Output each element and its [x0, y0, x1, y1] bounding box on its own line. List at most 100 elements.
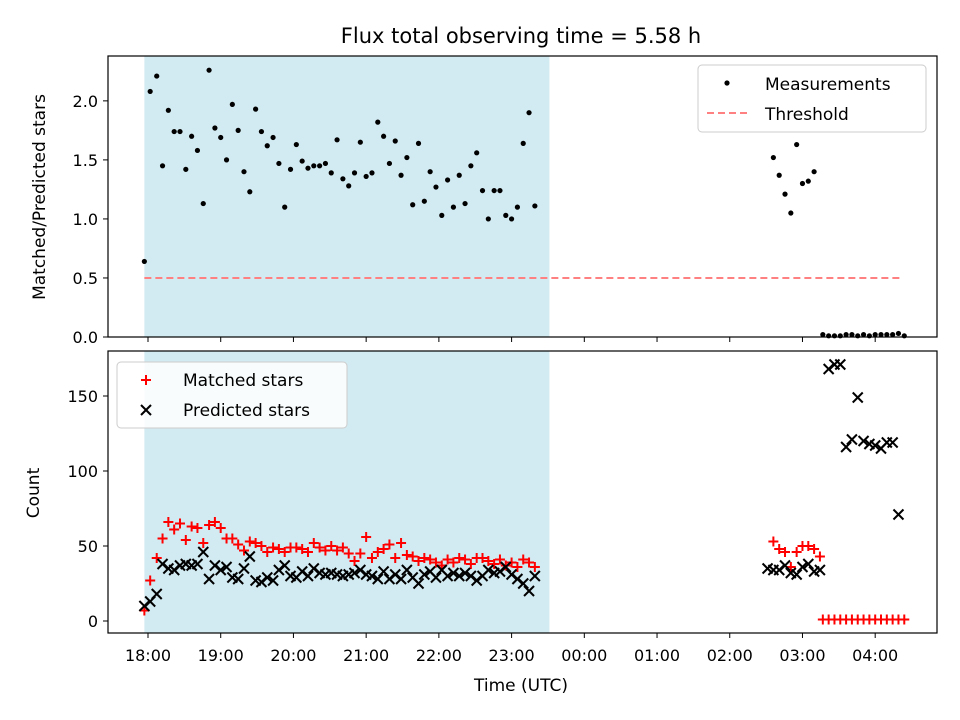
top-data-point — [860, 332, 867, 338]
top-data-point — [514, 204, 521, 210]
top-data-point — [820, 332, 826, 338]
bottom-legend: Matched stars Predicted stars — [116, 361, 348, 429]
bottom-plot-area: 0 50 100 150 18:00 19:00 20:00 21:00 22:00 23:00 0… — [67, 350, 938, 665]
bottom-data-point-b — [360, 568, 372, 581]
bottom-data-point — [809, 544, 820, 554]
bottom-data-point-b — [785, 567, 797, 579]
bottom-data-point-b — [840, 441, 852, 453]
top-data-point — [479, 187, 486, 194]
bottom-y-tick-label: 100 — [67, 462, 98, 481]
legend-predicted-marker — [140, 404, 152, 416]
bottom-data-point — [430, 571, 442, 584]
top-data-point — [497, 187, 503, 194]
bottom-data-point — [518, 554, 529, 565]
bottom-data-point-b — [331, 568, 343, 581]
bottom-data-point — [430, 557, 441, 568]
bottom-data-point-b — [857, 435, 870, 447]
bottom-data-point-b — [465, 570, 477, 582]
top-shaded-region — [144, 56, 550, 337]
bottom-data-point — [261, 571, 273, 584]
bottom-series-0 — [139, 517, 910, 625]
bottom-y-axis-label: Count — [24, 467, 44, 518]
legend-measurements-marker — [724, 80, 730, 86]
bottom-data-point — [302, 547, 313, 557]
bottom-x-tick-label: 03:00 — [779, 646, 825, 665]
bottom-data-point — [192, 523, 203, 533]
bottom-x-tick-label: 20:00 — [270, 646, 316, 665]
bottom-data-point — [465, 559, 476, 569]
bottom-data-point — [157, 533, 168, 544]
legend-matched-label: Matched stars — [183, 371, 303, 391]
top-data-point — [381, 133, 387, 139]
bottom-data-point — [384, 539, 395, 550]
bottom-data-point — [273, 544, 284, 554]
bottom-data-point — [343, 548, 354, 559]
top-data-point — [287, 166, 294, 172]
bottom-data-point — [314, 542, 325, 553]
top-data-point — [346, 183, 352, 189]
top-data-point — [369, 170, 375, 176]
bottom-axes-frame — [107, 350, 938, 634]
bottom-data-point — [477, 553, 488, 563]
bottom-data-point — [377, 565, 390, 578]
bottom-data-point-b — [892, 508, 905, 521]
top-data-point — [253, 106, 259, 112]
top-data-point — [311, 163, 317, 169]
top-y-tick-label: 1.5 — [73, 151, 98, 170]
bottom-data-point-b — [511, 573, 524, 585]
top-data-point — [462, 200, 468, 207]
bottom-data-point-b — [389, 568, 401, 581]
bottom-data-point — [215, 523, 226, 533]
bottom-data-point-b — [886, 436, 899, 449]
bottom-data-point — [441, 570, 454, 582]
bottom-data-point — [361, 532, 372, 542]
top-data-point — [386, 160, 393, 167]
bottom-data-point-b — [151, 588, 163, 600]
bottom-data-point — [198, 538, 209, 548]
bottom-data-point-b — [156, 558, 169, 570]
bottom-data-point — [349, 556, 360, 566]
bottom-data-point — [396, 538, 407, 548]
top-data-point — [293, 141, 299, 148]
x-axis-label: Time (UTC) — [473, 676, 568, 696]
bottom-y-tick-label: 50 — [78, 537, 98, 556]
bottom-x-tick-label: 21:00 — [343, 646, 389, 665]
bottom-data-point — [506, 557, 517, 568]
top-data-point — [508, 216, 515, 222]
bottom-x-tick-label: 01:00 — [634, 646, 680, 665]
bottom-data-point — [169, 524, 180, 535]
top-data-point — [317, 163, 323, 169]
bottom-data-point — [802, 558, 814, 570]
top-data-point — [305, 165, 311, 171]
top-data-point — [439, 212, 445, 218]
bottom-data-point — [220, 561, 233, 573]
top-data-point — [831, 333, 838, 339]
bottom-data-point-b — [834, 358, 846, 371]
top-data-point — [351, 170, 358, 176]
top-data-point — [165, 107, 171, 113]
top-data-point — [433, 184, 439, 190]
bottom-data-point — [459, 567, 471, 579]
top-panel: Flux total observing time = 5.58 h 0.00.… — [30, 24, 938, 347]
bottom-data-point — [524, 557, 535, 568]
top-data-point — [805, 178, 811, 184]
bottom-data-point-b — [284, 570, 297, 582]
top-data-point — [811, 169, 817, 175]
bottom-data-point-b — [226, 571, 239, 584]
bottom-x-tick-label: 04:00 — [852, 646, 898, 665]
bottom-data-point — [523, 585, 535, 597]
bottom-data-point-b — [279, 559, 291, 572]
top-data-point — [159, 163, 166, 169]
bottom-data-point-b — [162, 562, 175, 575]
bottom-data-point — [191, 558, 204, 570]
bottom-x-tick-label: 18:00 — [125, 646, 171, 665]
top-data-point — [503, 212, 509, 218]
bottom-data-point-b — [814, 564, 826, 576]
bottom-data-point — [227, 533, 238, 544]
top-data-point — [526, 110, 532, 116]
bottom-data-point — [442, 554, 453, 565]
bottom-data-point-b — [296, 565, 308, 578]
bottom-data-point-b — [523, 585, 535, 597]
bottom-data-point-b — [209, 559, 221, 572]
